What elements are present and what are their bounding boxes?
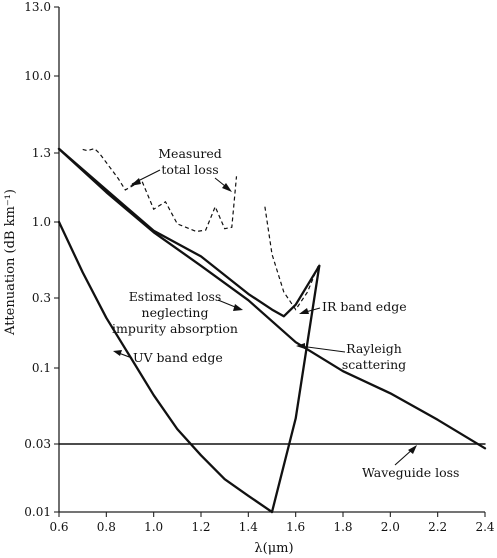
annotation-estimated-line-3: impurity absorption [112, 321, 238, 336]
arrow-uv-head [113, 350, 122, 356]
x-tick-label: 1.4 [239, 520, 258, 534]
annotation-ir-label: IR band edge [322, 299, 407, 314]
annotation-estimated-line-2: neglecting [142, 305, 209, 320]
x-tick-label: 2.2 [428, 520, 447, 534]
y-tick-label: 1.3 [32, 146, 51, 160]
annotation-uv-band-edge: UV band edge [113, 350, 223, 365]
annotation-rayleigh-scattering: Rayleigh scattering [296, 341, 406, 372]
series-group [57, 147, 487, 514]
series-measured-total-loss-long-wavelength-segment [264, 206, 320, 311]
x-tick-label: 1.2 [191, 520, 210, 534]
arrow-measured-right-head [222, 183, 232, 192]
y-tick-label: 0.3 [32, 291, 51, 305]
arrow-rayleigh-head [296, 343, 305, 349]
y-tick-label: 13.0 [24, 0, 51, 14]
series-ir-band-edge [270, 264, 321, 514]
series-estimated-loss-neglecting-impurity-absorption [57, 147, 321, 318]
arrow-measured-left-head [130, 178, 141, 186]
annotation-rayleigh-line-2: scattering [342, 357, 406, 372]
y-tick-label: 10.0 [24, 69, 51, 83]
annotation-measured-line-1: Measured [158, 146, 222, 161]
annotation-uv-label: UV band edge [133, 350, 223, 365]
x-tick-label: 1.0 [144, 520, 163, 534]
annotation-estimated-loss: Estimated loss neglecting impurity absor… [112, 289, 243, 336]
y-tick-label: 1.0 [32, 215, 51, 229]
arrow-estimated-head [233, 304, 243, 311]
y-axis-title: Attenuation (dB km⁻¹) [3, 189, 18, 336]
annotation-ir-band-edge: IR band edge [299, 299, 407, 314]
annotation-waveguide-label: Waveguide loss [362, 465, 459, 480]
annotation-waveguide-loss: Waveguide loss [362, 445, 459, 480]
annotation-measured-line-2: total loss [161, 162, 218, 177]
x-tick-label: 2.0 [381, 520, 400, 534]
series-uv-band-edge [57, 220, 274, 514]
tick-group: 0.6 0.8 1.0 1.2 1.4 1.6 1.8 2.0 2.2 2.4 13.0 10.0 1.… [24, 0, 495, 534]
x-tick-label: 0.8 [97, 520, 116, 534]
y-tick-label: 0.1 [32, 361, 51, 375]
annotation-measured-total-loss: Measured total loss [130, 146, 232, 192]
x-tick-label: 1.6 [286, 520, 305, 534]
x-tick-label: 0.6 [49, 520, 68, 534]
annotation-rayleigh-line-1: Rayleigh [346, 341, 402, 356]
arrow-ir-head [299, 308, 309, 314]
arrow-waveguide-head [408, 445, 417, 454]
x-axis-title: λ(μm) [254, 541, 293, 556]
arrow-rayleigh [299, 345, 346, 353]
y-tick-label: 0.01 [24, 505, 51, 519]
x-tick-label: 1.8 [333, 520, 352, 534]
y-tick-label: 0.03 [24, 437, 51, 451]
annotation-estimated-line-1: Estimated loss [129, 289, 222, 304]
series-rayleigh-scattering [57, 147, 487, 450]
series-measured-total-loss [82, 147, 238, 233]
x-tick-label: 2.4 [475, 520, 494, 534]
